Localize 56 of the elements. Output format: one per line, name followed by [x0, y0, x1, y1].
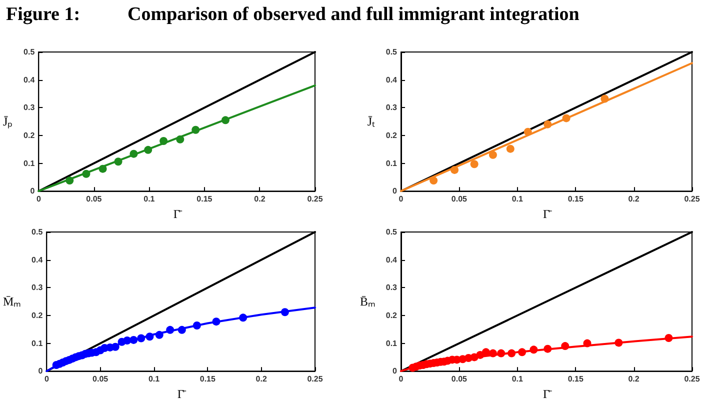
x-tick-label: 0.15: [196, 194, 213, 204]
x-tick-label: 0.2: [256, 374, 268, 384]
x-tick-label: 0: [398, 194, 404, 204]
x-tick-label: 0.25: [684, 194, 700, 204]
x-axis-title: Γ̄: [177, 387, 186, 401]
x-tick-label: 0.1: [148, 374, 160, 384]
y-tick-label: 0: [30, 186, 36, 196]
x-axis-title: Γ̄: [543, 387, 552, 401]
y-axis-title: J̄ₚ: [3, 114, 13, 129]
y-tick-label: 0.2: [24, 130, 36, 140]
y-tick-label: 0.1: [24, 158, 36, 168]
y-tick-label: 0.2: [386, 130, 398, 140]
x-tick-label: 0.25: [684, 374, 700, 384]
y-axis-title: J̄ₜ: [367, 114, 375, 129]
y-tick-label: 0.3: [386, 283, 398, 292]
y-tick-label: 0.1: [386, 158, 398, 168]
x-tick-label: 0.2: [628, 374, 640, 384]
y-tick-label: 0.4: [386, 255, 398, 264]
x-tick-label: 0.1: [144, 194, 156, 204]
y-tick-label: 0.3: [32, 283, 44, 292]
x-tick-label: 0.2: [628, 194, 640, 204]
y-tick-label: 0: [392, 186, 398, 196]
y-tick-label: 0.4: [32, 255, 44, 264]
x-tick-label: 0.05: [86, 194, 102, 204]
y-tick-label: 0.4: [386, 75, 398, 84]
y-tick-label: 0.1: [32, 338, 44, 348]
y-axis-title: B̄ₘ: [360, 294, 375, 309]
y-tick-label: 0.3: [386, 103, 398, 112]
x-tick-label: 0.05: [451, 374, 468, 384]
x-tick-label: 0.15: [568, 194, 584, 204]
y-tick-label: 0.4: [24, 75, 36, 84]
y-tick-label: 0: [392, 366, 398, 376]
y-tick-label: 0.5: [24, 48, 36, 56]
chart-title: Figure 1: Comparison of observed and full immigrant integration: [6, 4, 580, 26]
x-tick-label: 0.25: [307, 374, 324, 384]
x-tick-label: 0.1: [512, 374, 524, 384]
y-tick-label: 0.5: [386, 228, 398, 236]
y-tick-label: 0.1: [386, 338, 398, 348]
x-tick-label: 0.05: [92, 374, 109, 384]
x-tick-label: 0: [44, 374, 50, 384]
x-tick-label: 0.15: [568, 374, 584, 384]
x-axis-title: Γ̄: [543, 207, 552, 221]
x-tick-label: 0.15: [200, 374, 216, 384]
x-tick-label: 0.2: [254, 194, 266, 204]
y-tick-label: 0.3: [24, 103, 36, 112]
x-tick-label: 0.25: [307, 194, 324, 204]
x-axis-title: Γ̄: [173, 207, 182, 221]
x-tick-label: 0.1: [512, 194, 524, 204]
y-axis-title: M̄ₘ: [3, 294, 21, 309]
y-tick-label: 0.2: [386, 310, 398, 320]
x-tick-label: 0: [398, 374, 404, 384]
y-tick-label: 0.2: [32, 310, 44, 320]
y-tick-label: 0: [38, 366, 44, 376]
y-tick-label: 0.5: [386, 48, 398, 56]
x-tick-label: 0.05: [451, 194, 468, 204]
y-tick-label: 0.5: [32, 228, 44, 236]
